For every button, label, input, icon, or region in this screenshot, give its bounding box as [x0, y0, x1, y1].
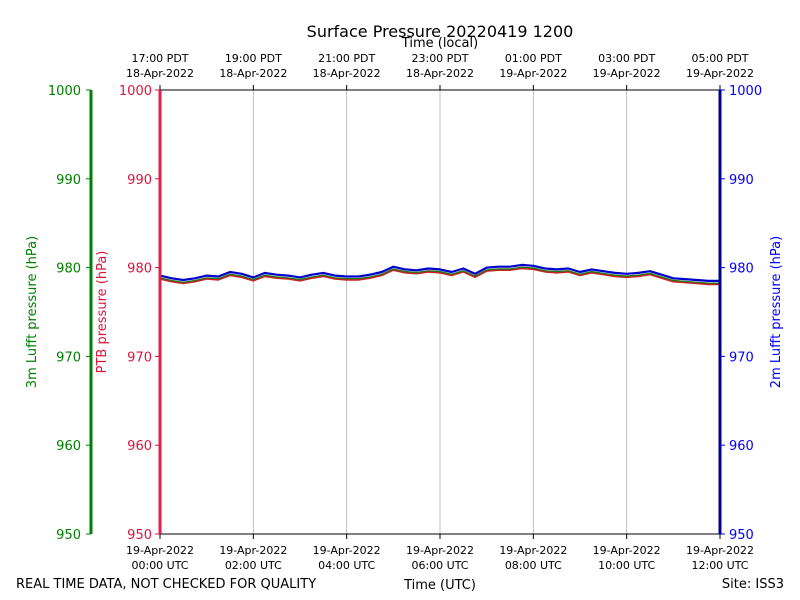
- quality-disclaimer: REAL TIME DATA, NOT CHECKED FOR QUALITY: [16, 577, 316, 592]
- top-xtick-time: 03:00 PDT: [598, 52, 655, 65]
- bottom-xtick-date: 19-Apr-2022: [219, 544, 287, 557]
- bottom-xtick-time: 08:00 UTC: [505, 559, 562, 572]
- lufft2m-ytick-label: 1000: [729, 84, 762, 99]
- ptb-ytick-label: 970: [127, 350, 152, 365]
- lufft3m-ytick-label: 1000: [48, 84, 81, 99]
- top-axis-label: Time (local): [401, 36, 478, 51]
- bottom-xtick-date: 19-Apr-2022: [313, 544, 381, 557]
- top-xtick-date: 19-Apr-2022: [499, 67, 567, 80]
- top-xtick-date: 18-Apr-2022: [126, 67, 194, 80]
- tick-labels: 950 950 950 960 960 960 970 970 970 980 980 980 990 9…: [48, 52, 762, 572]
- top-xtick-date: 19-Apr-2022: [686, 67, 754, 80]
- ptb-ytick-label: 990: [127, 173, 152, 188]
- ptb-ytick-label: 980: [127, 262, 152, 277]
- bottom-xtick-time: 10:00 UTC: [598, 559, 655, 572]
- lufft2m-ytick-label: 960: [729, 439, 754, 454]
- lufft2m-ytick-label: 980: [729, 262, 754, 277]
- top-xtick-date: 18-Apr-2022: [406, 67, 474, 80]
- lufft3m-ytick-label: 960: [56, 439, 81, 454]
- top-xtick-time: 17:00 PDT: [131, 52, 188, 65]
- vertical-grid: [252, 90, 628, 534]
- bottom-xtick-date: 19-Apr-2022: [686, 544, 754, 557]
- series-line-lufft3m: [159, 266, 720, 285]
- top-xtick-date: 19-Apr-2022: [593, 67, 661, 80]
- bottom-xtick-date: 19-Apr-2022: [126, 544, 194, 557]
- lufft3m-ytick-label: 980: [56, 262, 81, 277]
- lufft3m-ytick-label: 950: [56, 528, 81, 543]
- left-outer-axis-label: 3m Lufft pressure (hPa): [25, 236, 40, 388]
- axes: [86, 85, 725, 539]
- right-axis-label: 2m Lufft pressure (hPa): [769, 236, 784, 388]
- bottom-xtick-date: 19-Apr-2022: [593, 544, 661, 557]
- lufft3m-ytick-label: 990: [56, 173, 81, 188]
- series-line-ptb: [159, 267, 720, 286]
- ptb-ytick-label: 960: [127, 439, 152, 454]
- bottom-xtick-date: 19-Apr-2022: [499, 544, 567, 557]
- top-xtick-time: 05:00 PDT: [691, 52, 748, 65]
- data-series: [159, 263, 720, 286]
- lufft3m-ytick-label: 970: [56, 350, 81, 365]
- bottom-xtick-time: 06:00 UTC: [411, 559, 468, 572]
- top-xtick-time: 23:00 PDT: [411, 52, 468, 65]
- left-inner-axis-label: PTB pressure (hPa): [95, 251, 110, 374]
- bottom-xtick-time: 12:00 UTC: [691, 559, 748, 572]
- bottom-xtick-date: 19-Apr-2022: [406, 544, 474, 557]
- site-label: Site: ISS3: [722, 577, 784, 592]
- bottom-xtick-time: 00:00 UTC: [131, 559, 188, 572]
- top-xtick-time: 01:00 PDT: [505, 52, 562, 65]
- lufft2m-ytick-label: 990: [729, 173, 754, 188]
- lufft2m-ytick-label: 970: [729, 350, 754, 365]
- top-xtick-date: 18-Apr-2022: [219, 67, 287, 80]
- bottom-xtick-time: 02:00 UTC: [225, 559, 282, 572]
- top-xtick-time: 19:00 PDT: [225, 52, 282, 65]
- lufft2m-ytick-label: 950: [729, 528, 754, 543]
- ptb-ytick-label: 950: [127, 528, 152, 543]
- top-xtick-date: 18-Apr-2022: [313, 67, 381, 80]
- top-xtick-time: 21:00 PDT: [318, 52, 375, 65]
- series-line-lufft2m: [159, 263, 720, 282]
- bottom-xtick-time: 04:00 UTC: [318, 559, 375, 572]
- chart-title: Surface Pressure 20220419 1200: [307, 22, 574, 41]
- bottom-axis-label: Time (UTC): [403, 578, 476, 593]
- ptb-ytick-label: 1000: [119, 84, 152, 99]
